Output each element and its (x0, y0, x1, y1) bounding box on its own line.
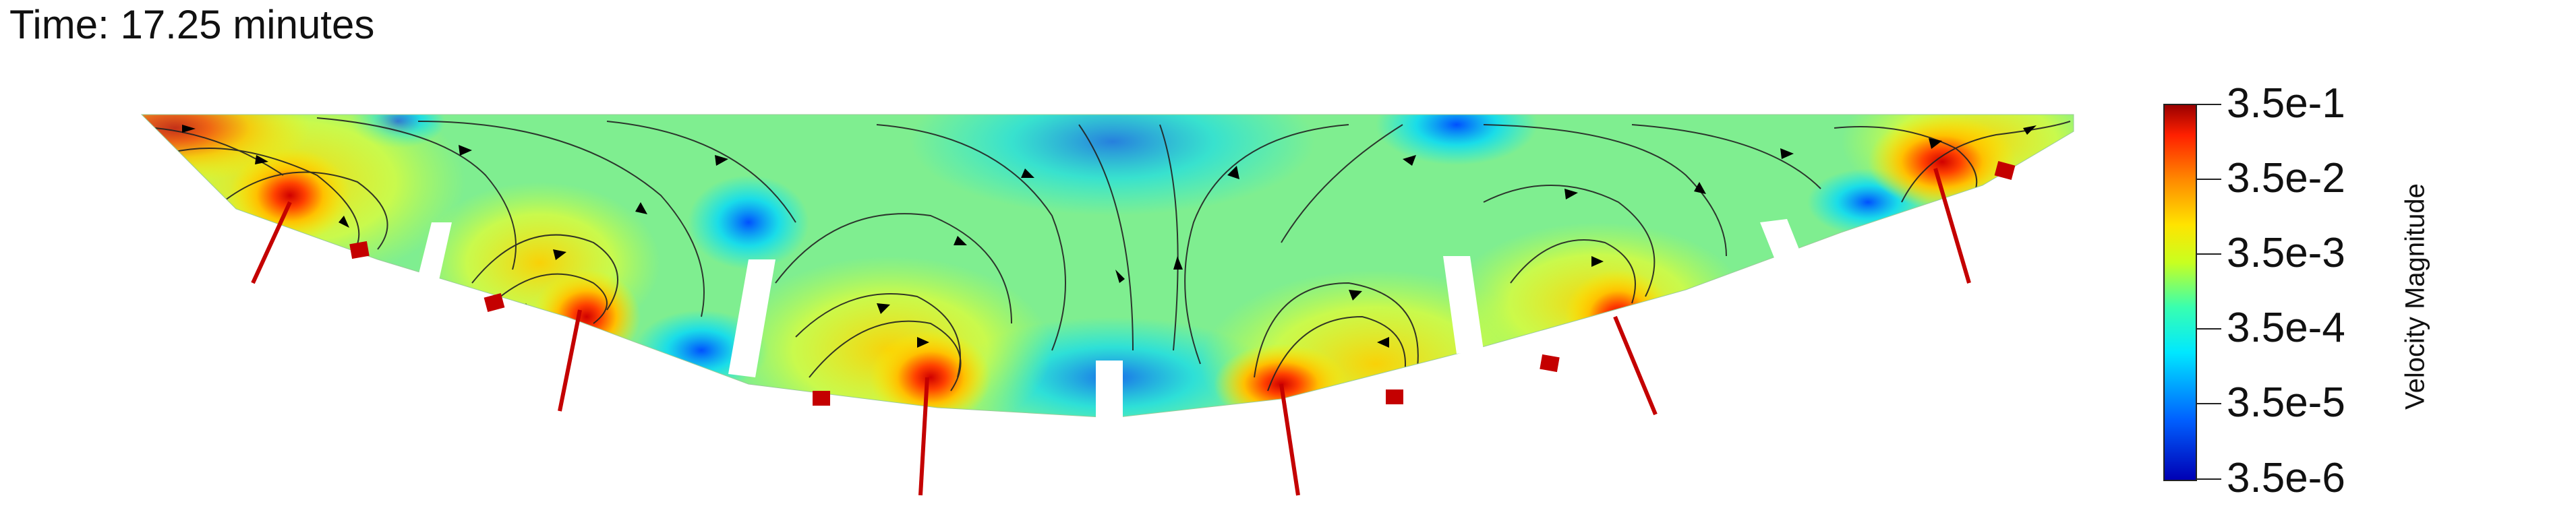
streamline (1159, 124, 1179, 351)
velocity-field-plot (140, 114, 2074, 496)
streamline (1631, 124, 1821, 189)
high-velocity-zone (870, 330, 991, 418)
low-velocity-zone (1376, 115, 1538, 165)
flow-arrow (255, 155, 268, 164)
colorbar-tick-label: 3.5e-6 (2227, 455, 2345, 501)
streamline (876, 124, 1066, 351)
flow-arrow (877, 303, 890, 314)
colorbar-tick-label: 3.5e-4 (2227, 305, 2345, 351)
flow-arrow (1227, 166, 1239, 179)
time-label: Time: 17.25 minutes (9, 2, 375, 47)
colorbar-tick (2197, 179, 2221, 180)
streamline (1281, 124, 1403, 243)
nozzle-stub (349, 241, 370, 259)
flow-arrow (1591, 256, 1604, 267)
streamline (417, 121, 705, 317)
streamline (795, 293, 961, 378)
flow-arrow (1173, 256, 1183, 270)
colorbar-title: Velocity Magnitude (2400, 183, 2430, 410)
low-velocity-zone (688, 175, 809, 270)
flow-arrow (1694, 182, 1706, 194)
streamline (1483, 124, 1727, 257)
streamline (485, 273, 608, 324)
wall-slot (1443, 256, 1484, 354)
streamline (1510, 239, 1636, 304)
jet-nozzle (558, 309, 582, 412)
streamline (154, 127, 284, 176)
streamlines (154, 117, 2071, 392)
colorbar-legend: 3.5e-1 3.5e-2 3.5e-3 3.5e-4 3.5e-5 3.5e-… (2151, 83, 2569, 501)
high-velocity-zone (1868, 115, 2016, 209)
flow-arrow (1403, 155, 1416, 166)
colorbar-tick (2197, 104, 2221, 105)
domain-outline (140, 114, 2074, 418)
colorbar-tick (2197, 328, 2221, 330)
jet-nozzle (1933, 168, 1971, 284)
streamline (809, 320, 962, 392)
streamline (1267, 315, 1406, 392)
wall-slot (1096, 361, 1123, 421)
flow-arrow (1377, 337, 1389, 348)
colorbar-tick-label: 3.5e-5 (2227, 379, 2345, 426)
colorbar-tick-label: 3.5e-3 (2227, 230, 2345, 276)
flow-arrow (1349, 290, 1362, 301)
wall-slot (1760, 219, 1807, 273)
streamline (1184, 124, 1349, 365)
high-velocity-zone (533, 270, 641, 364)
flow-arrow (1021, 168, 1034, 178)
flow-arrow (553, 249, 566, 260)
jet-nozzle (1279, 383, 1300, 496)
high-velocity-zone (142, 115, 310, 182)
jet-nozzle (251, 201, 292, 284)
colorbar-tick-label: 3.5e-1 (2227, 80, 2345, 127)
flow-arrow (339, 216, 349, 228)
streamline (316, 117, 517, 270)
streamline (606, 121, 796, 223)
high-velocity-zone (1564, 270, 1672, 364)
flow-arrow (1780, 148, 1794, 159)
nozzle-stub (1994, 161, 2016, 180)
flow-arrow (459, 145, 472, 156)
streamline (222, 171, 388, 250)
streamline (1254, 282, 1419, 378)
streamline (775, 213, 1012, 324)
flow-arrow (1564, 189, 1578, 199)
colorbar-tick (2197, 478, 2221, 480)
colorbar-tick (2197, 253, 2221, 255)
nozzle-stubs (349, 161, 2016, 406)
flow-arrow (635, 202, 647, 214)
streamline (1483, 185, 1656, 297)
streamline (471, 234, 618, 311)
nozzle-stub (813, 391, 830, 406)
flow-arrow (715, 155, 728, 166)
streamline (1078, 124, 1134, 351)
flow-arrow (1115, 270, 1125, 283)
flow-arrow (182, 125, 196, 133)
wall-slots (418, 219, 1807, 421)
streamline (1901, 121, 2071, 203)
low-velocity-zone (910, 115, 1315, 216)
colorbar-tick-label: 3.5e-2 (2227, 155, 2345, 201)
colorbar (2163, 104, 2197, 481)
nozzle-stub (484, 293, 505, 312)
streamline (1834, 126, 1978, 203)
nozzle-stub (1386, 389, 1403, 404)
jet-nozzle (918, 377, 929, 496)
flow-arrow (1929, 138, 1942, 149)
wall-slot (728, 259, 775, 377)
flow-arrow (954, 236, 967, 245)
nozzle-stub (1540, 354, 1560, 373)
jet-nozzles (251, 168, 1971, 496)
flow-arrow (2023, 125, 2037, 135)
colorbar-tick (2197, 403, 2221, 404)
flow-arrow (917, 337, 929, 348)
jet-nozzle (1613, 315, 1658, 416)
wall-slot (418, 222, 452, 283)
flow-arrows (182, 125, 2037, 348)
